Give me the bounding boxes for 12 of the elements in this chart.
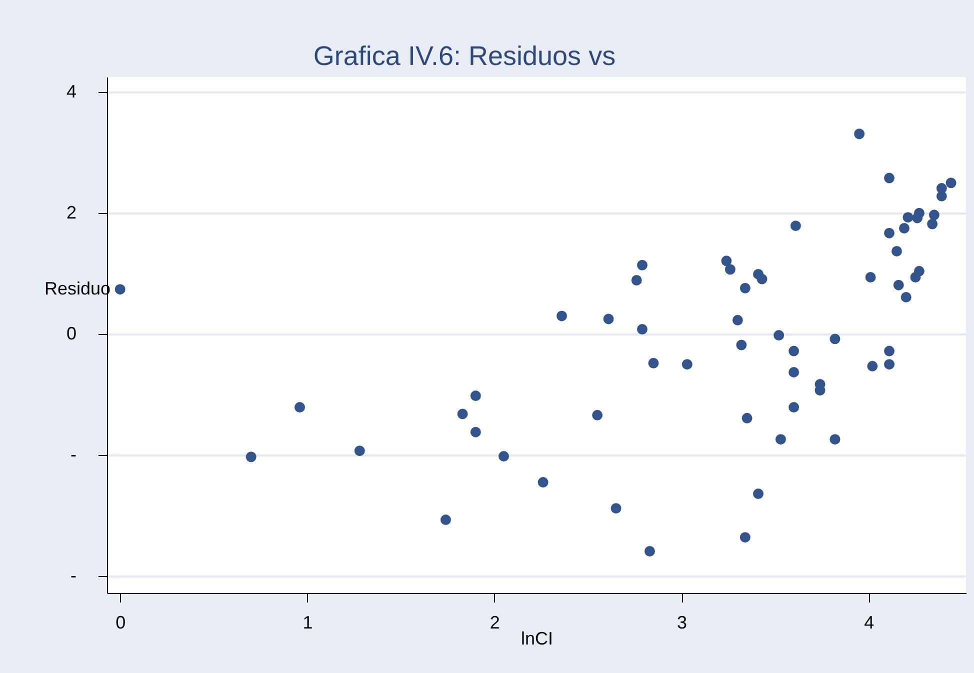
x-tick-label: 3 [677, 612, 688, 632]
y-tick-label: 2 [66, 202, 76, 223]
y-tick-label: - [70, 566, 76, 586]
y-tick-label: 4 [66, 82, 76, 102]
x-tick-label: 2 [490, 612, 500, 632]
y-tick-label: 0 [66, 324, 76, 344]
x-tick-label: 1 [302, 612, 313, 632]
x-axis-title: lnCI [520, 628, 554, 648]
x-tick-label: 4 [864, 612, 874, 632]
x-tick-label: 0 [116, 612, 126, 632]
y-tick-label: - [70, 444, 76, 465]
chart-title: Grafica IV.6: Residuos vs [313, 41, 616, 71]
